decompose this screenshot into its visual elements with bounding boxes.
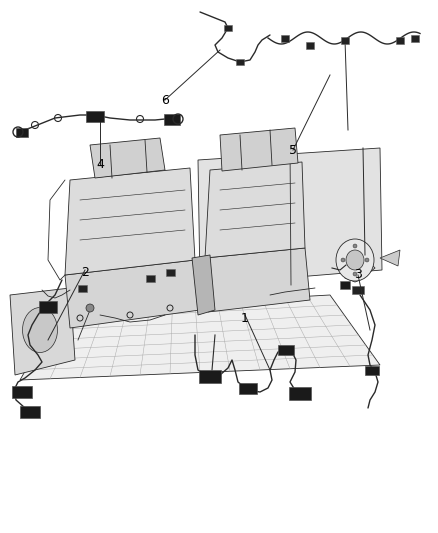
FancyBboxPatch shape <box>145 274 155 281</box>
Polygon shape <box>10 288 75 375</box>
FancyBboxPatch shape <box>224 25 232 31</box>
FancyBboxPatch shape <box>16 127 28 136</box>
FancyBboxPatch shape <box>78 285 86 292</box>
Polygon shape <box>192 255 215 315</box>
FancyBboxPatch shape <box>12 386 32 398</box>
Polygon shape <box>205 248 310 312</box>
FancyBboxPatch shape <box>411 35 419 42</box>
FancyBboxPatch shape <box>341 36 349 44</box>
Polygon shape <box>65 168 195 275</box>
FancyBboxPatch shape <box>86 110 104 122</box>
FancyBboxPatch shape <box>236 59 244 65</box>
FancyBboxPatch shape <box>306 42 314 49</box>
Circle shape <box>353 244 357 248</box>
FancyBboxPatch shape <box>239 383 257 393</box>
FancyBboxPatch shape <box>281 35 289 42</box>
Ellipse shape <box>336 239 374 281</box>
Polygon shape <box>380 250 400 266</box>
FancyBboxPatch shape <box>289 386 311 400</box>
Polygon shape <box>20 295 380 380</box>
FancyBboxPatch shape <box>166 269 174 276</box>
FancyBboxPatch shape <box>396 36 404 44</box>
Text: 2: 2 <box>81 265 89 279</box>
FancyBboxPatch shape <box>340 281 350 289</box>
FancyBboxPatch shape <box>164 114 180 125</box>
Polygon shape <box>220 128 298 171</box>
Circle shape <box>341 258 345 262</box>
FancyBboxPatch shape <box>352 286 364 294</box>
Circle shape <box>86 304 94 312</box>
FancyBboxPatch shape <box>278 345 294 355</box>
Polygon shape <box>90 138 165 178</box>
FancyBboxPatch shape <box>365 366 379 375</box>
Polygon shape <box>65 260 200 328</box>
FancyBboxPatch shape <box>39 301 57 313</box>
Polygon shape <box>205 162 305 258</box>
Circle shape <box>365 258 369 262</box>
Text: 3: 3 <box>354 269 362 281</box>
Text: 4: 4 <box>96 158 104 172</box>
Text: 6: 6 <box>161 93 169 107</box>
FancyBboxPatch shape <box>20 406 40 418</box>
Ellipse shape <box>22 308 57 352</box>
Circle shape <box>353 272 357 276</box>
Text: 5: 5 <box>289 143 297 157</box>
FancyBboxPatch shape <box>199 369 221 383</box>
Text: 1: 1 <box>241 311 249 325</box>
Ellipse shape <box>346 250 364 270</box>
Polygon shape <box>198 148 382 285</box>
